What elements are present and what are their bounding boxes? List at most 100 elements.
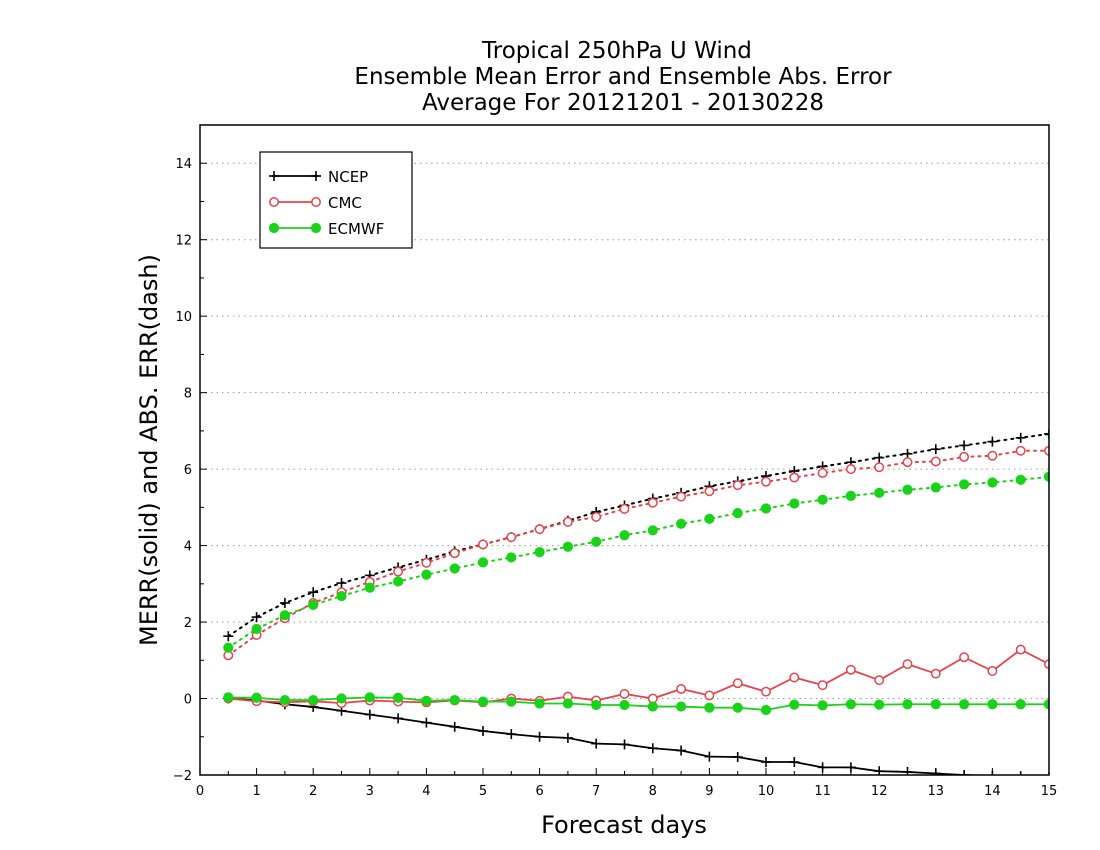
data-point <box>647 497 658 508</box>
data-point <box>789 699 800 710</box>
legend-label: NCEP <box>328 168 368 186</box>
data-point <box>506 552 517 563</box>
plot-series <box>223 428 1049 775</box>
series-ncep-mean-error-line <box>228 697 998 775</box>
data-point <box>251 692 262 703</box>
data-point <box>336 590 347 602</box>
legend-label: ECMWF <box>328 220 384 238</box>
data-point <box>1044 445 1049 456</box>
data-point <box>308 599 319 610</box>
data-point <box>704 702 715 713</box>
data-point <box>393 566 404 577</box>
data-point <box>393 576 404 587</box>
plot-frame <box>199 124 1050 776</box>
legend-marker <box>311 197 321 207</box>
data-point <box>845 490 857 501</box>
data-point <box>251 623 262 635</box>
x-axis-label: Forecast days <box>541 811 707 839</box>
data-point <box>1044 428 1049 439</box>
data-point <box>789 672 800 683</box>
x-tick-label: 13 <box>928 784 945 799</box>
data-point <box>959 699 970 710</box>
data-point <box>930 668 941 679</box>
data-point <box>1043 699 1049 710</box>
series-cmc <box>223 445 1049 709</box>
data-point <box>987 699 998 710</box>
data-point <box>817 762 828 773</box>
data-point <box>959 440 970 451</box>
data-point <box>421 695 432 706</box>
data-point <box>732 752 743 763</box>
data-point <box>676 518 687 529</box>
y-tick-label: 6 <box>184 463 192 478</box>
data-point <box>874 675 885 686</box>
x-tick-label: 9 <box>705 784 713 799</box>
series-ncep <box>223 428 1049 775</box>
y-tick-label: −2 <box>173 769 192 784</box>
data-point <box>789 498 800 509</box>
data-point <box>1043 471 1049 482</box>
data-point <box>676 684 687 694</box>
data-point <box>676 701 687 712</box>
data-point <box>364 692 375 703</box>
data-point <box>789 757 800 767</box>
data-point <box>789 472 800 483</box>
data-point <box>761 757 771 767</box>
data-point <box>364 582 375 593</box>
x-tick-label: 1 <box>252 784 260 799</box>
x-tick-label: 10 <box>758 784 775 799</box>
data-point <box>562 541 574 552</box>
data-point <box>817 700 828 711</box>
data-point <box>223 692 234 703</box>
data-point <box>874 699 885 710</box>
data-point <box>760 704 772 716</box>
data-point <box>676 491 687 502</box>
data-point <box>591 699 602 711</box>
data-point <box>562 732 573 743</box>
data-point <box>704 513 715 524</box>
data-point <box>279 610 290 621</box>
data-point <box>732 507 743 519</box>
data-point <box>761 686 771 697</box>
legend-label: CMC <box>328 194 362 212</box>
y-tick-label: 4 <box>184 540 192 555</box>
data-point <box>591 511 602 522</box>
data-point <box>817 680 828 691</box>
data-point <box>987 450 998 461</box>
legend-box <box>259 151 413 249</box>
data-point <box>845 464 856 475</box>
data-point <box>647 743 658 754</box>
x-tick-label: 2 <box>309 784 317 799</box>
data-point <box>647 701 658 712</box>
data-point <box>676 745 687 756</box>
data-point <box>732 702 743 713</box>
data-point <box>279 597 290 608</box>
chart-subtitle: Ensemble Mean Error and Ensemble Abs. Er… <box>354 64 892 90</box>
legend-marker <box>269 197 279 207</box>
data-point <box>761 476 771 487</box>
data-point <box>619 688 630 699</box>
legend-item-ncep: NCEP <box>269 168 368 186</box>
data-point <box>449 563 460 574</box>
legend-marker <box>310 222 322 234</box>
legend: NCEP CMC ECMWF <box>259 151 413 249</box>
data-point <box>959 451 970 462</box>
x-tick-label: 3 <box>366 784 374 799</box>
data-point <box>845 762 856 773</box>
data-point <box>336 693 347 704</box>
data-point <box>1015 474 1026 485</box>
data-point <box>393 692 404 703</box>
data-point <box>987 770 998 775</box>
data-point <box>959 652 970 663</box>
data-point <box>336 578 347 589</box>
data-point <box>223 642 234 653</box>
data-point <box>506 729 517 740</box>
data-point <box>874 452 885 463</box>
data-point <box>506 696 517 707</box>
data-point <box>959 479 970 490</box>
data-point <box>1015 445 1026 456</box>
data-point <box>477 696 489 707</box>
y-tick-label: 12 <box>175 234 192 249</box>
data-point <box>619 739 630 750</box>
data-point <box>845 664 856 675</box>
